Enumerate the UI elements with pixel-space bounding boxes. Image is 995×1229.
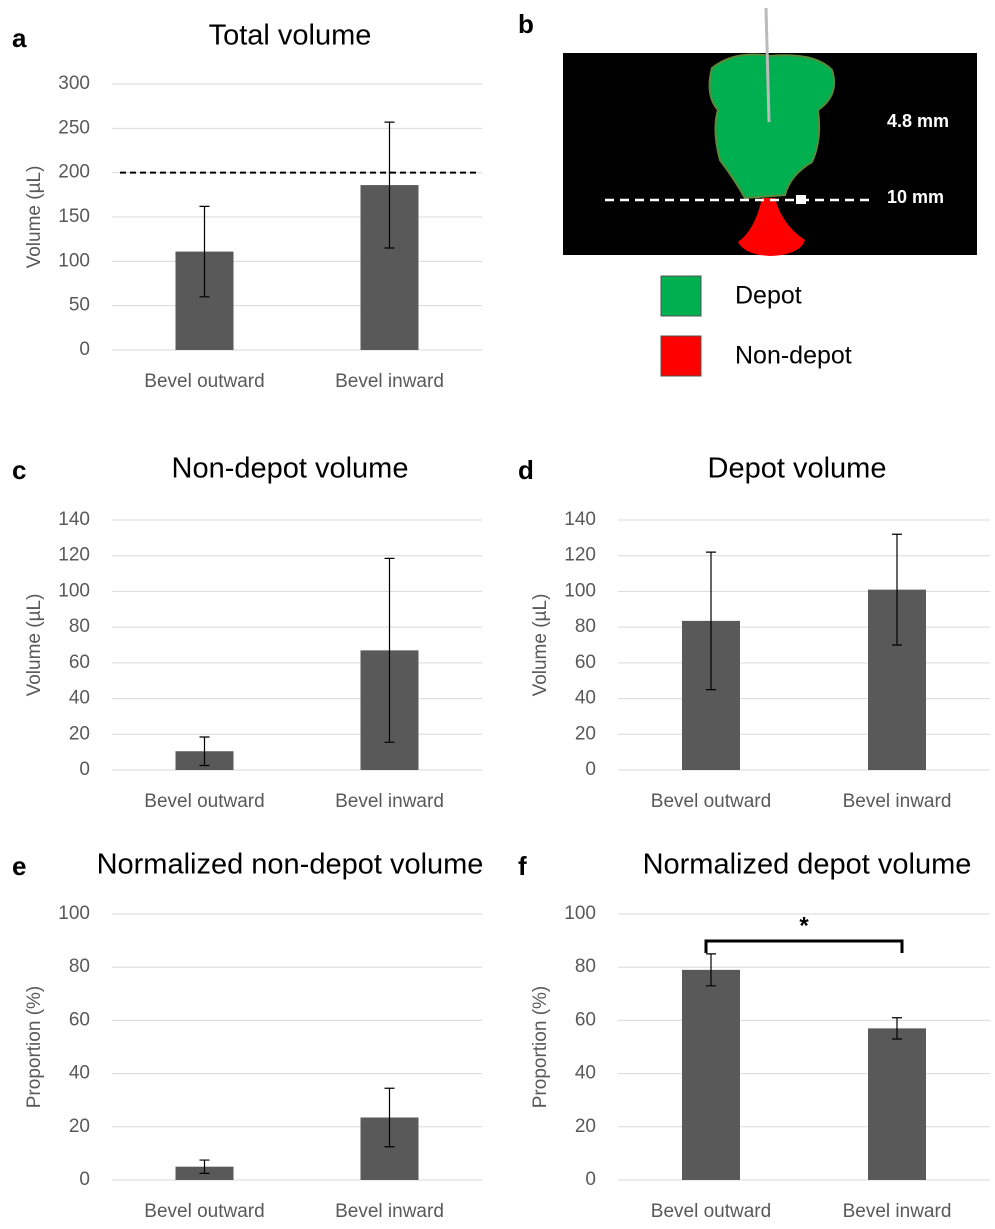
panel-label: c xyxy=(12,455,26,485)
y-tick-label: 140 xyxy=(564,509,596,530)
chart: c Non-depot volume Volume (µL) 0 20 40 60 80 100… xyxy=(12,453,482,812)
legend-swatch xyxy=(660,335,702,377)
y-axis-label: Proportion (%) xyxy=(24,986,45,1109)
chart: f Normalized depot volume Proportion (%) 0 2… xyxy=(518,849,990,1222)
legend-label: Depot xyxy=(735,282,802,310)
y-tick-label: 20 xyxy=(575,1116,596,1137)
y-tick-label: 50 xyxy=(69,295,90,316)
y-tick-label: 100 xyxy=(58,250,90,271)
error-bar xyxy=(199,736,210,767)
y-tick-label: 20 xyxy=(69,723,90,744)
y-tick-label: 40 xyxy=(69,1063,90,1084)
error-bar xyxy=(706,953,716,987)
error-bar xyxy=(199,205,210,298)
error-bar xyxy=(384,557,395,743)
x-tick-label: Bevel outward xyxy=(144,791,264,812)
error-bar xyxy=(892,1017,902,1040)
annotation: 4.8 mm xyxy=(887,111,949,131)
y-tick-label: 80 xyxy=(575,616,596,637)
chart-title: Depot volume xyxy=(708,453,887,485)
y-tick-label: 0 xyxy=(79,759,90,780)
x-tick-label: Bevel outward xyxy=(144,371,264,392)
x-tick-label: Bevel outward xyxy=(651,791,771,812)
panel-label: a xyxy=(12,23,27,53)
x-tick-label: Bevel inward xyxy=(335,791,444,812)
significance-label: * xyxy=(799,912,809,939)
y-tick-label: 40 xyxy=(575,688,596,709)
y-tick-label: 0 xyxy=(79,1169,90,1190)
y-tick-label: 120 xyxy=(58,545,90,566)
y-tick-label: 20 xyxy=(69,1116,90,1137)
y-tick-label: 100 xyxy=(564,903,596,924)
x-tick-label: Bevel inward xyxy=(843,1201,952,1222)
y-tick-label: 100 xyxy=(58,903,90,924)
chart-title: Normalized non-depot volume xyxy=(97,849,484,881)
y-tick-label: 80 xyxy=(69,616,90,637)
y-tick-label: 80 xyxy=(69,956,90,977)
y-tick-label: 60 xyxy=(575,1009,596,1030)
x-tick-label: Bevel inward xyxy=(335,1201,444,1222)
y-axis-label: Volume (µL) xyxy=(24,166,45,269)
y-tick-label: 250 xyxy=(58,117,90,138)
marker xyxy=(796,195,806,204)
chart-title: Total volume xyxy=(209,20,372,52)
chart: a Total volume Volume (µL) 0 50 100 150 200 250 3… xyxy=(12,20,482,392)
y-axis-label: Volume (µL) xyxy=(530,594,551,697)
panel-label: f xyxy=(518,851,527,881)
y-tick-label: 0 xyxy=(585,759,596,780)
legend-label: Non-depot xyxy=(735,342,852,370)
y-tick-label: 0 xyxy=(79,339,90,360)
bar xyxy=(868,1028,926,1180)
panel-label: b xyxy=(518,9,534,39)
error-bar xyxy=(706,551,716,691)
error-bar xyxy=(892,533,902,646)
y-tick-label: 150 xyxy=(58,206,90,227)
depot-region xyxy=(708,53,836,200)
y-tick-label: 140 xyxy=(58,509,90,530)
annotation: 10 mm xyxy=(887,187,944,207)
needle xyxy=(764,7,771,123)
non-depot-region xyxy=(738,198,805,256)
x-tick-label: Bevel outward xyxy=(651,1201,771,1222)
x-tick-label: Bevel inward xyxy=(843,791,952,812)
error-bar xyxy=(384,1087,395,1148)
y-tick-label: 300 xyxy=(58,73,90,94)
x-tick-label: Bevel outward xyxy=(144,1201,264,1222)
legend-swatch xyxy=(660,275,702,317)
chart: e Normalized non-depot volume Proportion (… xyxy=(12,849,483,1222)
chart-title: Normalized depot volume xyxy=(643,849,972,881)
panel-label: d xyxy=(518,455,534,485)
x-tick-label: Bevel inward xyxy=(335,371,444,392)
y-axis-label: Volume (µL) xyxy=(24,594,45,697)
y-tick-label: 40 xyxy=(69,688,90,709)
y-tick-label: 200 xyxy=(58,162,90,183)
y-tick-label: 60 xyxy=(575,652,596,673)
y-tick-label: 60 xyxy=(69,652,90,673)
bar xyxy=(682,969,740,1180)
error-bar xyxy=(199,1159,210,1174)
error-bar xyxy=(384,121,395,249)
chart-title: Non-depot volume xyxy=(172,453,409,485)
y-tick-label: 120 xyxy=(564,545,596,566)
y-tick-label: 100 xyxy=(58,580,90,601)
significance-bracket xyxy=(704,939,904,953)
y-tick-label: 20 xyxy=(575,723,596,744)
y-tick-label: 40 xyxy=(575,1063,596,1084)
panel-label: e xyxy=(12,851,26,881)
y-axis-label: Proportion (%) xyxy=(530,986,551,1109)
y-tick-label: 80 xyxy=(575,956,596,977)
y-tick-label: 100 xyxy=(564,580,596,601)
y-tick-label: 0 xyxy=(585,1169,596,1190)
chart: d Depot volume Volume (µL) 0 20 40 60 80 100 120 1… xyxy=(518,453,990,812)
y-tick-label: 60 xyxy=(69,1009,90,1030)
panel-b: b 4.8 mm 10 mm xyxy=(518,7,977,256)
